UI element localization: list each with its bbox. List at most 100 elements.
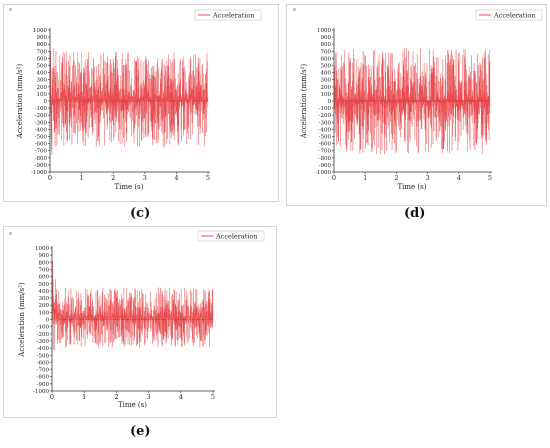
x-tick-label: 0	[48, 174, 52, 182]
y-tick-label: 1000	[317, 28, 331, 34]
x-axis-label: Time (s)	[115, 183, 144, 191]
y-tick-label: -800	[35, 156, 48, 162]
x-tick-label: 0	[332, 174, 336, 182]
y-tick-label: -500	[37, 353, 50, 359]
x-tick-label: 2	[111, 174, 115, 182]
y-tick-label: 400	[39, 289, 50, 295]
y-tick-label: 300	[321, 78, 332, 84]
x-tick-label: 2	[394, 174, 398, 182]
x-tick-label: 4	[179, 393, 183, 401]
acceleration-series-line	[49, 48, 209, 155]
y-tick-label: 200	[37, 85, 48, 91]
x-tick-label: 4	[174, 174, 178, 182]
y-tick-label: 700	[321, 49, 332, 55]
y-tick-label: -700	[35, 149, 48, 155]
chart-panel-e: 1000 900 800 700 600 500 400 300 200 100 0 -100 -200…	[0, 224, 282, 448]
x-tick-label: 1	[80, 174, 84, 182]
legend-label: Acceleration	[493, 12, 536, 20]
y-tick-label: 100	[37, 92, 48, 98]
acceleration-chart-e: 10009008007006005004003002001000-100-200…	[9, 230, 265, 409]
x-tick-label: 2	[114, 393, 118, 401]
legend-box	[197, 230, 265, 242]
y-tick-label: 300	[39, 296, 50, 302]
legend-box	[194, 9, 262, 21]
corner-marker	[9, 232, 12, 235]
y-tick-label: -500	[319, 135, 332, 141]
legend: Acceleration	[197, 230, 265, 242]
y-axis-label: Acceleration (mm/s²)	[18, 282, 26, 358]
y-tick-label: 500	[39, 282, 50, 288]
y-tick-label: -900	[35, 163, 48, 169]
y-tick-label: 0	[44, 99, 48, 105]
y-tick-label: -200	[37, 332, 50, 338]
panel-caption: (d)	[404, 206, 426, 221]
y-tick-label: 300	[37, 78, 48, 84]
x-tick-label: 5	[206, 174, 210, 182]
legend-box	[475, 9, 543, 21]
x-tick-label: 5	[488, 174, 492, 182]
y-tick-label: -400	[37, 346, 50, 352]
y-tick-label: 0	[328, 99, 332, 105]
corner-marker	[9, 8, 12, 11]
x-tick-label: 1	[363, 174, 367, 182]
y-tick-label: 600	[321, 56, 332, 62]
y-tick-label: -400	[35, 127, 48, 133]
panel-caption: (e)	[130, 424, 151, 439]
y-tick-label: -100	[35, 106, 48, 112]
panel-caption: (c)	[130, 206, 151, 221]
legend-label: Acceleration	[212, 12, 255, 20]
legend-label: Acceleration	[215, 233, 258, 241]
y-tick-label: 700	[39, 267, 50, 273]
y-tick-label: 1000	[33, 28, 47, 34]
acceleration-chart-c: 10009008007006005004003002001000-100-200…	[9, 8, 262, 191]
y-tick-label: -900	[37, 382, 50, 388]
y-tick-label: 100	[321, 92, 332, 98]
x-tick-label: 4	[457, 174, 461, 182]
y-tick-label: -100	[319, 106, 332, 112]
y-tick-label: 900	[321, 35, 332, 41]
y-tick-label: 400	[321, 71, 332, 77]
y-tick-label: -100	[37, 325, 50, 331]
y-tick-label: -600	[319, 142, 332, 148]
chart-panel-d: 1000 900 800 700 600 500 400 300 200 100 0 -100 -200…	[284, 0, 550, 230]
y-tick-label: 200	[321, 85, 332, 91]
y-tick-label: 500	[37, 64, 48, 70]
y-tick-label: -1000	[33, 389, 49, 395]
y-tick-label: -500	[35, 135, 48, 141]
y-tick-label: 1000	[35, 246, 49, 252]
y-tick-label: -200	[35, 113, 48, 119]
acceleration-series-line	[333, 47, 491, 155]
y-tick-label: 800	[321, 42, 332, 48]
y-axis-label: Acceleration (mm/s²)	[16, 64, 24, 140]
legend: Acceleration	[475, 9, 543, 21]
x-tick-label: 5	[211, 393, 215, 401]
x-tick-label: 3	[147, 393, 151, 401]
y-tick-label: 100	[39, 310, 50, 316]
y-tick-label: -600	[35, 142, 48, 148]
y-tick-label: 700	[37, 49, 48, 55]
x-tick-label: 3	[426, 174, 430, 182]
y-tick-label: -300	[35, 120, 48, 126]
y-tick-label: 600	[37, 56, 48, 62]
y-tick-label: -700	[37, 368, 50, 374]
y-axis-label: Acceleration (mm/s²)	[300, 64, 308, 140]
y-tick-label: 800	[39, 260, 50, 266]
x-tick-label: 1	[82, 393, 86, 401]
y-tick-label: -800	[37, 375, 50, 381]
acceleration-series-line	[51, 260, 214, 350]
y-tick-label: 200	[39, 303, 50, 309]
x-axis-label: Time (s)	[398, 183, 427, 191]
y-tick-label: -1000	[315, 170, 331, 176]
y-tick-label: 800	[37, 42, 48, 48]
y-tick-label: -600	[37, 360, 50, 366]
x-axis-label: Time (s)	[118, 401, 147, 409]
x-tick-label: 0	[50, 393, 54, 401]
chart-panel-c: 1000 900 800 700 600 500 400 300 200 100 0 -100 -200…	[0, 0, 282, 230]
y-tick-label: -800	[319, 156, 332, 162]
y-tick-label: -300	[37, 339, 50, 345]
y-tick-label: -300	[319, 120, 332, 126]
y-tick-label: 0	[46, 318, 50, 324]
y-tick-label: 600	[39, 275, 50, 281]
corner-marker	[293, 8, 296, 11]
y-tick-label: 900	[37, 35, 48, 41]
